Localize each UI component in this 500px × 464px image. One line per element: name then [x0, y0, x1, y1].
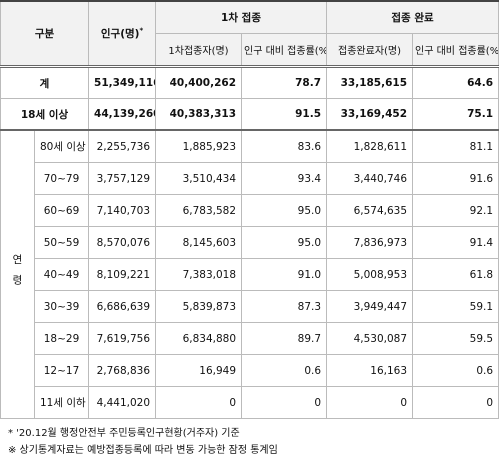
- age-row: 40~49 8,109,221 7,383,018 91.0 5,008,953 61.8: [1, 258, 500, 291]
- cell: 0: [155, 386, 243, 419]
- cell: 0: [241, 386, 328, 419]
- footnote: * '20.12월 행정안전부 주민등록인구현황(거주자) 기준: [8, 428, 240, 439]
- cell: 16,949: [155, 354, 243, 387]
- header-text: 인구(명): [100, 28, 140, 40]
- cell: 0: [326, 386, 414, 419]
- row-label: 11세 이하: [33, 386, 90, 419]
- total-row: 18세 이상 44,139,260 40,383,313 91.5 33,169,452…: [0, 98, 500, 131]
- row-label: 30~39: [33, 290, 90, 323]
- cell: 64.6: [412, 65, 500, 99]
- cell: 91.0: [241, 258, 328, 291]
- cell: 95.0: [241, 226, 328, 259]
- cell: 83.6: [241, 129, 328, 163]
- row-label: 70~79: [33, 162, 90, 195]
- cell: 93.4: [241, 162, 328, 195]
- footnotes: * '20.12월 행정안전부 주민등록인구현황(거주자) 기준 ※ 상기통계자료…: [8, 425, 500, 459]
- row-label: 50~59: [33, 226, 90, 259]
- cell: 78.7: [241, 65, 328, 99]
- cell: 91.6: [412, 162, 500, 195]
- row-label: 60~69: [33, 194, 90, 227]
- cell: 33,185,615: [326, 65, 414, 99]
- cell: 6,834,880: [155, 322, 243, 355]
- cell: 7,619,756: [88, 322, 157, 355]
- age-row: 11세 이하 4,441,020 0 0 0 0: [1, 386, 500, 419]
- cell: 8,145,603: [155, 226, 243, 259]
- cell: 2,768,836: [88, 354, 157, 387]
- cell: 0.6: [412, 354, 500, 387]
- cell: 81.1: [412, 129, 500, 163]
- table-body: 계 51,349,116 40,400,262 78.7 33,185,615 64.6 1…: [0, 65, 500, 419]
- cell: 6,574,635: [326, 194, 414, 227]
- cell: 7,836,973: [326, 226, 414, 259]
- cell: 16,163: [326, 354, 414, 387]
- age-row: 18~29 7,619,756 6,834,880 89.7 4,530,087 59.5: [1, 322, 500, 355]
- cell: 0: [412, 386, 500, 419]
- cell: 91.4: [412, 226, 500, 259]
- header-cell: 인구 대비 접종률(%): [241, 33, 328, 67]
- cell: 1,828,611: [326, 129, 414, 163]
- cell: 92.1: [412, 194, 500, 227]
- cell: 2,255,736: [88, 129, 157, 163]
- cell: 59.1: [412, 290, 500, 323]
- cell: 8,570,076: [88, 226, 157, 259]
- cell: 51,349,116: [88, 65, 157, 99]
- footnote-mark: *: [139, 26, 144, 35]
- footnote: ※ 상기통계자료는 예방접종등록에 따라 변동 가능한 잠정 통계임: [8, 445, 278, 456]
- header-cell: 접종완료자(명): [326, 33, 414, 67]
- cell: 7,383,018: [155, 258, 243, 291]
- cell: 3,510,434: [155, 162, 243, 195]
- row-label: 12~17: [33, 354, 90, 387]
- header-cell: 구분: [0, 0, 90, 67]
- cell: 3,949,447: [326, 290, 414, 323]
- cell: 8,109,221: [88, 258, 157, 291]
- cell: 40,400,262: [155, 65, 243, 99]
- cell: 0.6: [241, 354, 328, 387]
- cell: 95.0: [241, 194, 328, 227]
- cell: 6,783,582: [155, 194, 243, 227]
- age-row: 60~69 7,140,703 6,783,582 95.0 6,574,635 92.1: [1, 194, 500, 227]
- cell: 3,757,129: [88, 162, 157, 195]
- header-cell: 1차 접종: [155, 0, 328, 34]
- cell: 3,440,746: [326, 162, 414, 195]
- cell: 61.8: [412, 258, 500, 291]
- header-cell: 인구 대비 접종률(%): [412, 33, 500, 67]
- cell: 4,530,087: [326, 322, 414, 355]
- cell: 40,383,313: [155, 98, 243, 131]
- cell: 91.5: [241, 98, 328, 131]
- row-label: 18세 이상: [0, 98, 90, 131]
- row-label: 80세 이상: [33, 129, 90, 163]
- cell: 6,686,639: [88, 290, 157, 323]
- age-row: 50~59 8,570,076 8,145,603 95.0 7,836,973 91.4: [1, 226, 500, 259]
- header-cell: 1차접종자(명): [155, 33, 243, 67]
- total-row: 계 51,349,116 40,400,262 78.7 33,185,615 64.6: [0, 65, 500, 99]
- cell: 4,441,020: [88, 386, 157, 419]
- age-row: 70~79 3,757,129 3,510,434 93.4 3,440,746 91.6: [1, 162, 500, 195]
- cell: 75.1: [412, 98, 500, 131]
- cell: 44,139,260: [88, 98, 157, 131]
- cell: 1,885,923: [155, 129, 243, 163]
- age-row: 연령 80세 이상 2,255,736 1,885,923 83.6 1,828,611 8…: [0, 129, 500, 419]
- cell: 5,839,873: [155, 290, 243, 323]
- cell: 33,169,452: [326, 98, 414, 131]
- cell: 5,008,953: [326, 258, 414, 291]
- header-cell: 접종 완료: [326, 0, 500, 34]
- cell: 59.5: [412, 322, 500, 355]
- cell: 7,140,703: [88, 194, 157, 227]
- cell: 87.3: [241, 290, 328, 323]
- age-row: 30~39 6,686,639 5,839,873 87.3 3,949,447 59.1: [1, 290, 500, 323]
- row-label: 40~49: [33, 258, 90, 291]
- row-label: 계: [0, 65, 90, 99]
- vaccination-table: 구분 인구(명)* 1차 접종 접종 완료 1차접종자(명) 인구 대비 접종률…: [0, 0, 500, 419]
- group-label: 연령: [0, 129, 35, 419]
- cell: 89.7: [241, 322, 328, 355]
- row-label: 18~29: [33, 322, 90, 355]
- age-row: 12~17 2,768,836 16,949 0.6 16,163 0.6: [1, 354, 500, 387]
- header-cell: 인구(명)*: [88, 0, 157, 67]
